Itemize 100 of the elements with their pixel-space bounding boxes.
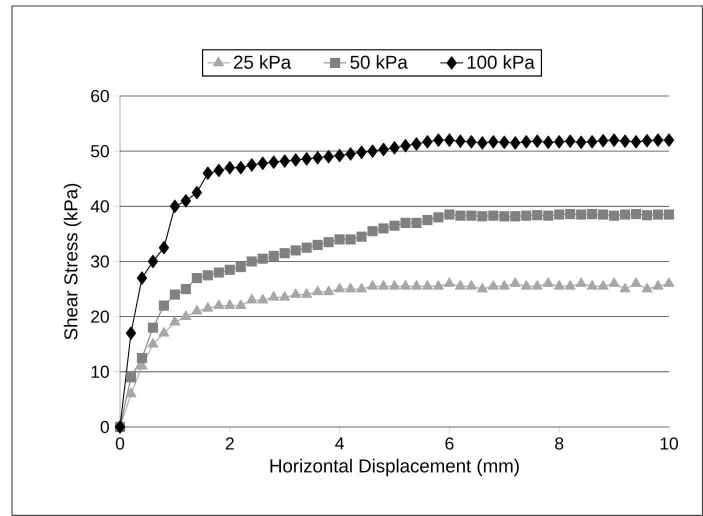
y-tick-label: 60	[91, 90, 109, 102]
point	[587, 135, 598, 148]
point	[564, 280, 576, 290]
point	[180, 310, 192, 320]
y-axis-title: Shear Stress (kPa)	[64, 184, 82, 340]
point	[389, 141, 400, 155]
x-tick-label: 2	[226, 437, 234, 450]
point	[214, 267, 224, 278]
point	[565, 208, 576, 220]
point	[192, 272, 202, 284]
point	[422, 280, 433, 290]
point	[554, 210, 564, 220]
point	[532, 210, 542, 220]
point	[576, 277, 587, 287]
point	[312, 286, 324, 296]
point	[334, 148, 345, 162]
point	[235, 299, 246, 309]
point	[466, 210, 476, 221]
point	[543, 136, 554, 150]
point	[521, 135, 532, 148]
point	[126, 388, 136, 398]
point	[170, 200, 180, 213]
point	[148, 322, 158, 333]
point	[214, 164, 224, 178]
point	[598, 134, 608, 148]
point	[346, 234, 356, 244]
point	[608, 133, 620, 147]
y-tick-label: 0	[100, 420, 109, 434]
point	[664, 133, 674, 147]
point	[609, 210, 620, 221]
point	[302, 242, 312, 253]
point	[664, 277, 674, 287]
point	[587, 208, 598, 220]
point	[598, 210, 608, 220]
point	[455, 280, 466, 290]
point	[257, 294, 268, 304]
point	[389, 220, 400, 231]
point	[213, 299, 224, 309]
x-tick-label: 10	[660, 437, 678, 450]
point	[236, 262, 246, 272]
point	[542, 277, 554, 287]
point	[510, 211, 520, 222]
point	[433, 212, 444, 222]
point	[180, 284, 191, 294]
point	[158, 300, 169, 311]
point	[565, 134, 576, 148]
point	[532, 280, 543, 290]
y-tick-label: 30	[90, 255, 109, 268]
point	[158, 327, 170, 337]
point	[620, 210, 630, 220]
point	[466, 135, 476, 148]
point	[630, 208, 642, 220]
point	[488, 135, 498, 148]
x-axis-title: Horizontal Displacement (mm)	[270, 458, 519, 476]
point	[312, 151, 323, 164]
x-tick-label: 8	[555, 437, 564, 450]
point	[148, 338, 158, 348]
point	[378, 280, 389, 290]
point	[608, 277, 620, 287]
y-tick-label: 50	[91, 145, 109, 158]
point	[290, 153, 301, 167]
point	[411, 218, 422, 228]
point	[290, 288, 302, 298]
point	[268, 291, 280, 301]
point	[510, 136, 520, 150]
point	[191, 305, 202, 314]
point	[268, 250, 279, 262]
point	[345, 147, 356, 161]
point	[280, 248, 290, 258]
point	[620, 282, 630, 292]
point	[488, 280, 499, 290]
point	[279, 291, 290, 301]
point	[499, 211, 510, 222]
point	[148, 254, 158, 268]
point	[543, 210, 554, 221]
point	[345, 282, 356, 292]
point	[652, 280, 664, 290]
point	[236, 161, 246, 174]
point	[246, 294, 258, 304]
point	[367, 144, 378, 158]
point	[334, 234, 345, 244]
point	[400, 218, 411, 228]
point	[586, 280, 598, 290]
point	[532, 134, 542, 148]
point	[521, 210, 532, 221]
point	[444, 277, 455, 287]
point	[488, 210, 498, 221]
point	[455, 134, 466, 148]
point	[202, 166, 213, 180]
x-tick-label: 4	[335, 437, 344, 450]
point	[334, 282, 345, 292]
point	[433, 280, 444, 290]
point	[444, 133, 455, 147]
point	[312, 240, 323, 250]
point	[378, 142, 389, 156]
point	[576, 210, 586, 220]
point	[367, 280, 378, 290]
point	[598, 280, 609, 290]
point	[224, 299, 236, 309]
point	[356, 282, 367, 292]
